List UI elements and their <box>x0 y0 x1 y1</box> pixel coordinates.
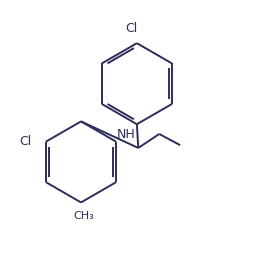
Text: Cl: Cl <box>125 22 137 35</box>
Text: CH₃: CH₃ <box>74 211 94 221</box>
Text: Cl: Cl <box>20 135 32 148</box>
Text: NH: NH <box>117 128 135 141</box>
